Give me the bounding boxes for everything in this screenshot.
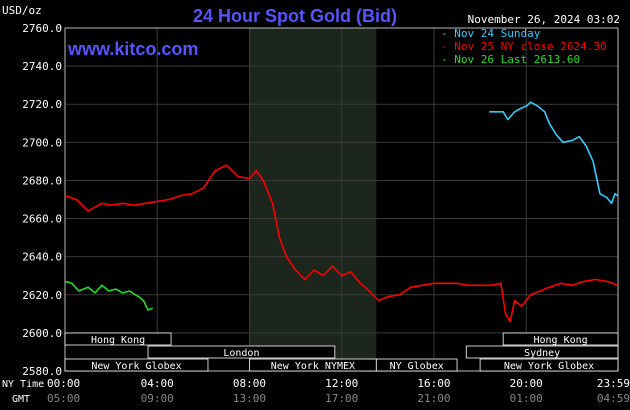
session-bar xyxy=(502,332,619,346)
session-bar-label: Hong Kong xyxy=(91,335,145,346)
y-tick-label: 2680.0 xyxy=(22,174,62,187)
session-bars: Hong Kong London New York Globex New York N… xyxy=(64,332,619,372)
session-bar xyxy=(479,358,619,372)
timestamp: November 26, 2024 03:02 xyxy=(468,13,620,26)
y-tick-label: 2660.0 xyxy=(22,213,62,226)
x-axis-ny-label: NY Time xyxy=(2,379,44,390)
session-bar xyxy=(64,358,209,372)
session-bar-label: New York Globex xyxy=(91,361,181,372)
session-bar-label: New York NYMEX xyxy=(271,361,355,372)
legend-item: - Nov 24 Sunday xyxy=(441,27,541,40)
chart-title: 24 Hour Spot Gold (Bid) xyxy=(193,6,397,26)
y-tick-label: 2700.0 xyxy=(22,136,62,149)
y-tick-label: 2740.0 xyxy=(22,60,62,73)
session-bar xyxy=(147,345,336,359)
session-bar xyxy=(465,345,619,359)
session-bar-label: Hong Kong xyxy=(533,335,587,346)
y-tick-label: 2600.0 xyxy=(22,327,62,340)
series-lines xyxy=(64,101,619,323)
session-bar xyxy=(375,358,458,372)
session-bar-label: New York Globex xyxy=(504,361,594,372)
x-tick-label-gmt: 09:00 xyxy=(141,392,174,405)
session-bar-label: Sydney xyxy=(524,348,560,359)
x-tick-label-gmt: 21:00 xyxy=(417,392,450,405)
x-tick-label-ny: 16:00 xyxy=(417,377,450,390)
x-tick-label-ny: 20:00 xyxy=(510,377,543,390)
x-tick-label-ny: 12:00 xyxy=(325,377,358,390)
y-tick-label: 2580.0 xyxy=(22,365,62,378)
x-tick-label-ny: 00:00 xyxy=(47,377,80,390)
y-tick-label: 2760.0 xyxy=(22,22,62,35)
x-tick-label-gmt: 13:00 xyxy=(233,392,266,405)
session-bar-label: NY Globex xyxy=(390,361,444,372)
x-tick-label-gmt: 05:00 xyxy=(47,392,80,405)
y-axis-unit-label: USD/oz xyxy=(2,4,42,17)
x-tick-label-ny: 08:00 xyxy=(233,377,266,390)
x-axis-ticks: 00:00 05:00 04:00 09:00 08:00 13:00 12:00 17:00… xyxy=(47,377,630,405)
legend: - Nov 24 Sunday- Nov 25 NY close 2624.30… xyxy=(441,27,607,66)
legend-item: - Nov 25 NY close 2624.30 xyxy=(441,40,607,53)
y-tick-label: 2620.0 xyxy=(22,289,62,302)
watermark: www.kitco.com xyxy=(67,39,198,59)
x-tick-label-gmt: 04:59 xyxy=(597,392,630,405)
y-tick-label: 2640.0 xyxy=(22,251,62,264)
x-axis-gmt-label: GMT xyxy=(12,394,30,405)
series-line xyxy=(489,101,619,205)
nymex-session-shade xyxy=(249,28,377,371)
session-bar-label: London xyxy=(223,348,259,359)
x-tick-label-gmt: 17:00 xyxy=(325,392,358,405)
x-tick-label-ny: 04:00 xyxy=(141,377,174,390)
y-axis-ticks: 2760.0 2740.0 2720.0 2700.0 2680.0 2660.0 2640… xyxy=(22,22,62,378)
x-tick-label-ny: 23:59 xyxy=(597,377,630,390)
y-tick-label: 2720.0 xyxy=(22,98,62,111)
x-tick-label-gmt: 01:00 xyxy=(510,392,543,405)
series-line xyxy=(64,164,619,323)
session-bar xyxy=(64,332,172,346)
legend-item: - Nov 26 Last 2613.60 xyxy=(441,53,580,66)
series-line xyxy=(64,280,153,311)
